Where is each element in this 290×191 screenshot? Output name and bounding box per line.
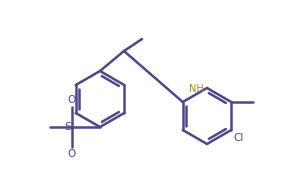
Text: O: O <box>68 149 76 159</box>
Text: S: S <box>64 122 72 132</box>
Text: O: O <box>68 95 76 105</box>
Text: NH: NH <box>189 84 204 94</box>
Text: Cl: Cl <box>233 133 244 143</box>
